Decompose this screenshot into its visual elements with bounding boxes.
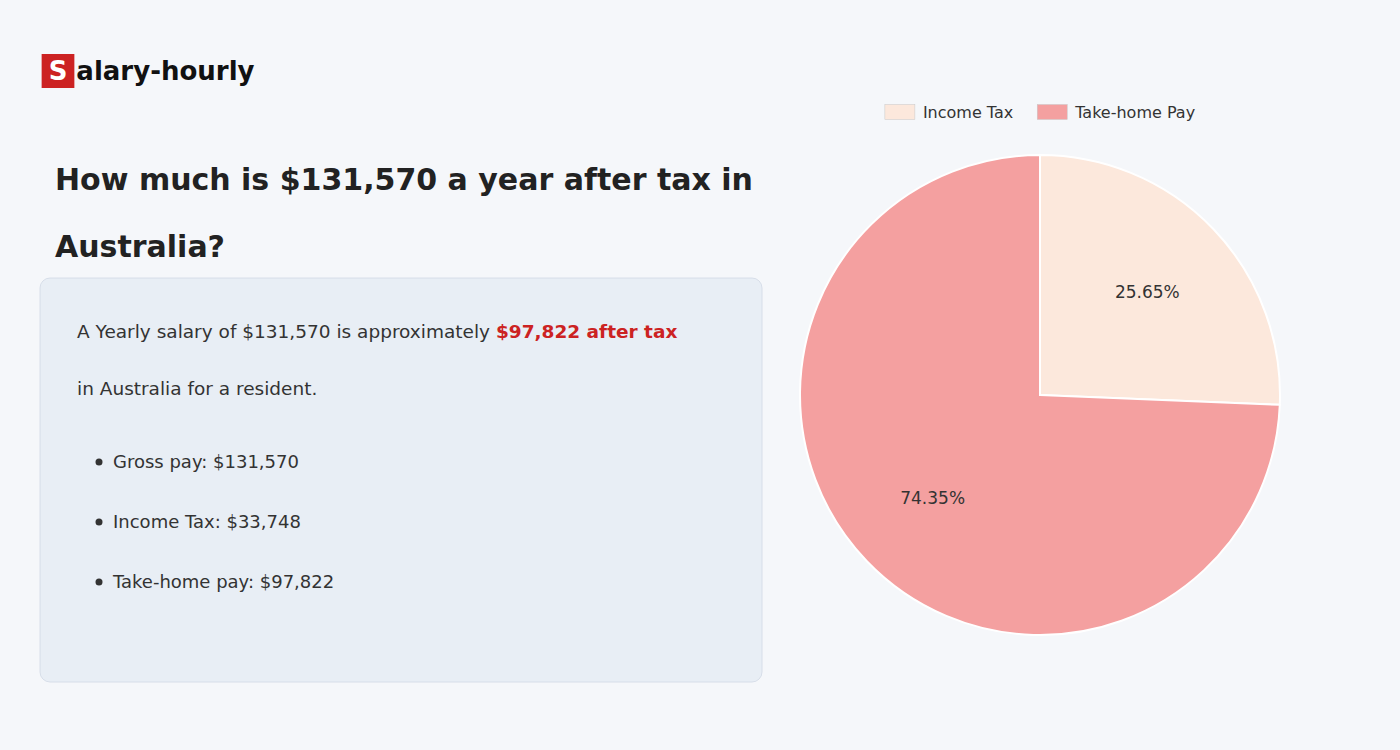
legend-label: Take-home Pay (1074, 103, 1195, 122)
data-label: 25.65% (1115, 282, 1180, 302)
bullet-text: Income Tax: $33,748 (113, 511, 301, 532)
bullet (96, 459, 103, 466)
bullet-text: Gross pay: $131,570 (113, 451, 299, 472)
legend-item: Take-home Pay (1037, 103, 1195, 122)
data-label: 74.35% (900, 488, 965, 508)
bullet (96, 579, 103, 586)
background (0, 0, 1400, 750)
description-highlight: $97,822 after tax (496, 321, 678, 342)
pie-labels: 25.65% 74.35% (900, 282, 1180, 508)
chart-root: Salary-hourly How much is $131,570 a year… (0, 0, 1400, 750)
legend-label: Income Tax (923, 103, 1013, 122)
logo: Salary-hourly (42, 54, 255, 88)
description: A Yearly salary of $131,570 is approxima… (77, 321, 677, 342)
logo-text: alary-hourly (76, 56, 254, 86)
title: Australia? (55, 229, 225, 264)
bullet-text: Take-home pay: $97,822 (112, 571, 334, 592)
title: How much is $131,570 a year after tax in (55, 162, 753, 197)
chart-svg: Salary-hourly How much is $131,570 a year… (0, 0, 1400, 750)
pie-slice (800, 155, 1280, 635)
pie-slice (1040, 155, 1280, 405)
legend-item: Income Tax (885, 103, 1013, 122)
bullet (96, 519, 103, 526)
logo-letter: S (49, 56, 68, 86)
description: in Australia for a resident. (77, 378, 317, 399)
logo-box (42, 54, 75, 88)
legend-swatch (885, 105, 915, 120)
legend: Income Tax Take-home Pay (885, 103, 1195, 122)
legend-swatch (1037, 105, 1067, 120)
pie (800, 155, 1280, 635)
description-text: A Yearly salary of $131,570 is approxima… (77, 321, 496, 342)
info-box (40, 278, 762, 682)
